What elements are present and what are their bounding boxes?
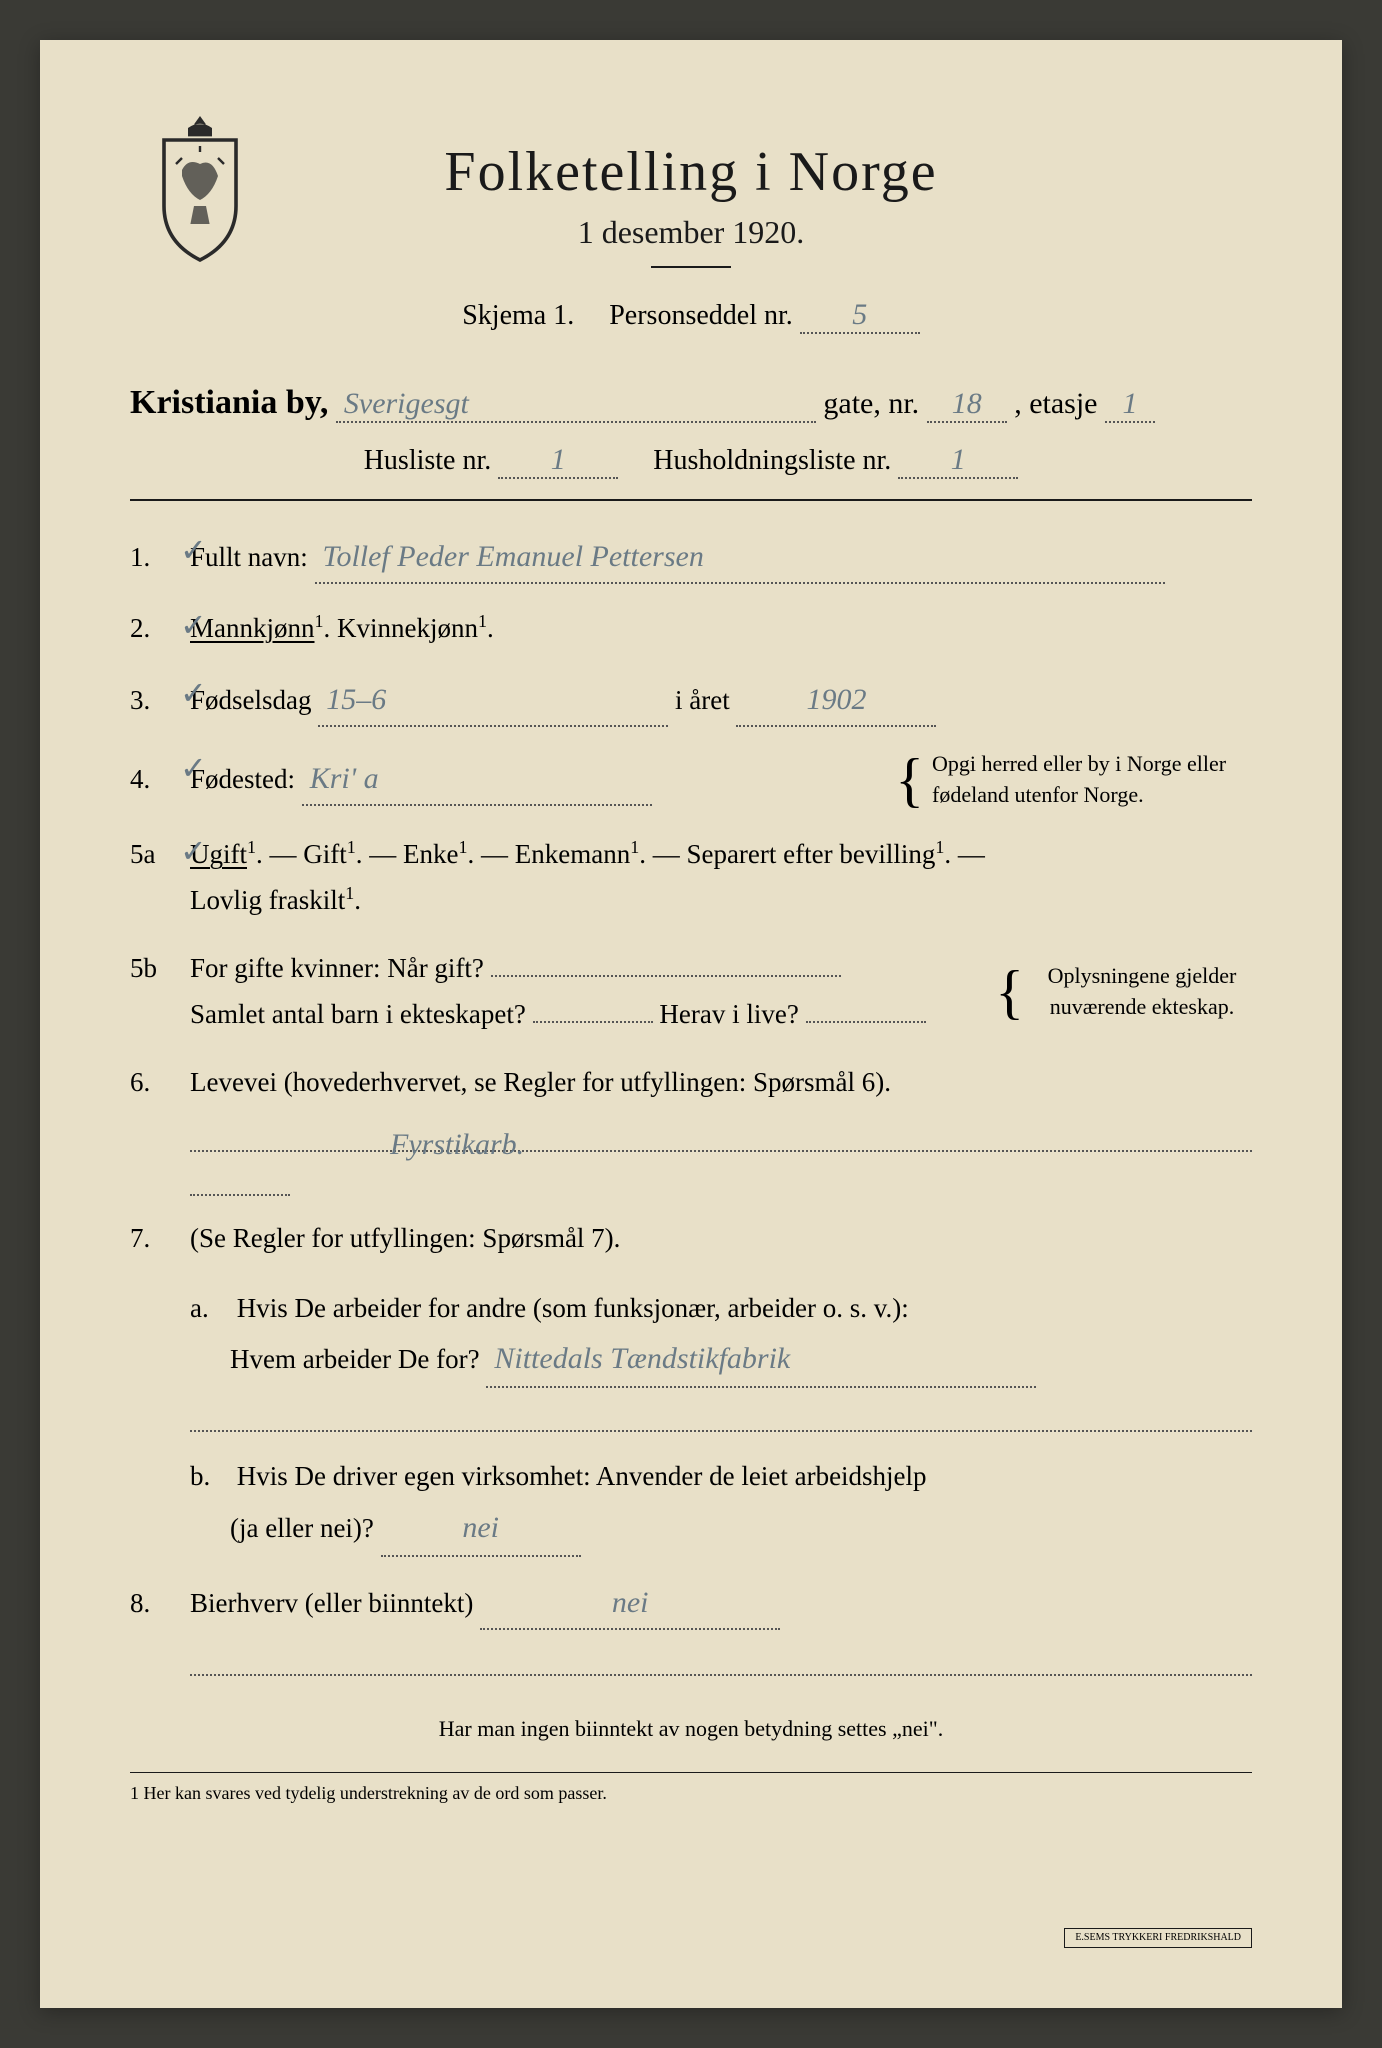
husliste-label: Husliste nr. <box>364 445 492 476</box>
q7a-text1: Hvis De arbeider for andre (som funksjon… <box>237 1293 909 1323</box>
form-header: Folketelling i Norge 1 desember 1920. Sk… <box>130 140 1252 334</box>
question-6: 6. Levevei (hovederhvervet, se Regler fo… <box>130 1060 1252 1106</box>
street-value: Sverigesgt <box>336 387 816 423</box>
printer-mark: E.SEMS TRYKKERI FREDRIKSHALD <box>1064 1928 1252 1948</box>
gate-nr: 18 <box>927 387 1007 423</box>
q2-kvinne: Kvinnekjønn <box>337 613 478 643</box>
date-subtitle: 1 desember 1920. <box>130 214 1252 251</box>
q3-year: 1902 <box>736 674 936 727</box>
q5a-fraskilt: Lovlig fraskilt <box>190 885 345 915</box>
q7b-text1: Hvis De driver egen virksomhet: Anvender… <box>237 1461 927 1491</box>
q8-value: nei <box>480 1577 780 1630</box>
city-label: Kristiania by, <box>130 384 328 421</box>
checkmark-icon: ✓ <box>180 749 207 787</box>
census-form-page: Folketelling i Norge 1 desember 1920. Sk… <box>40 40 1342 2008</box>
shield-svg <box>140 110 260 266</box>
q5b-num: 5b <box>130 953 190 984</box>
brace-icon: { <box>995 977 1024 1007</box>
q8-num: 8. <box>130 1588 190 1619</box>
q7a-blank-line <box>190 1408 1252 1432</box>
q5a-separert: Separert efter bevilling <box>686 839 935 869</box>
q8-label: Bierhverv (eller biinntekt) <box>190 1588 473 1618</box>
question-2: ✓ 2. Mannkjønn1. Kvinnekjønn1. <box>130 606 1252 652</box>
question-8: 8. Bierhverv (eller biinntekt) nei <box>130 1577 1252 1630</box>
q8-blank-line <box>190 1652 1252 1676</box>
q6-num: 6. <box>130 1067 190 1098</box>
q5b-field3 <box>806 1021 926 1023</box>
question-1: ✓ 1. Fullt navn: Tollef Peder Emanuel Pe… <box>130 531 1252 584</box>
q4-note: Opgi herred eller by i Norge eller fødel… <box>932 749 1252 811</box>
q7-label: (Se Regler for utfyllingen: Spørsmål 7). <box>190 1223 620 1253</box>
city-line: Kristiania by, Sverigesgt gate, nr. 18 ,… <box>130 384 1252 423</box>
q7b-label: b. <box>190 1452 230 1501</box>
q7-num: 7. <box>130 1223 190 1254</box>
personseddel-nr: 5 <box>800 298 920 334</box>
etasje-nr: 1 <box>1105 387 1155 423</box>
q7a-text2: Hvem arbeider De for? <box>230 1344 480 1374</box>
q5b-field1 <box>491 975 841 977</box>
q5b-label1: For gifte kvinner: Når gift? <box>190 953 484 983</box>
q3-label: Fødselsdag <box>190 685 312 715</box>
schema-label: Skjema 1. <box>462 300 574 331</box>
question-5b: 5b For gifte kvinner: Når gift? Samlet a… <box>130 946 1252 1038</box>
q6-answer-line: Fyrstikarb. <box>190 1128 1252 1152</box>
q1-value: Tollef Peder Emanuel Pettersen <box>315 531 1165 584</box>
q7b-text2: (ja eller nei)? <box>230 1513 374 1543</box>
question-5a: ✓ 5a Ugift1. — Gift1. — Enke1. — Enkeman… <box>130 832 1252 924</box>
list-numbers-line: Husliste nr. 1 Husholdningsliste nr. 1 <box>130 443 1252 479</box>
question-7: 7. (Se Regler for utfyllingen: Spørsmål … <box>130 1216 1252 1262</box>
q6-value: Fyrstikarb. <box>390 1128 524 1161</box>
q3-day: 15–6 <box>318 674 668 727</box>
footnote: 1 Her kan svares ved tydelig understrekn… <box>130 1772 1252 1804</box>
q7b-value: nei <box>381 1501 581 1557</box>
q2-mann: Mannkjønn <box>190 613 315 643</box>
checkmark-icon: ✓ <box>180 606 207 644</box>
etasje-label: , etasje <box>1014 387 1097 420</box>
question-7a: a. Hvis De arbeider for andre (som funks… <box>190 1284 1252 1389</box>
brace-icon: { <box>895 765 924 795</box>
checkmark-icon: ✓ <box>180 832 207 870</box>
q6-label: Levevei (hovederhvervet, se Regler for u… <box>190 1067 891 1097</box>
main-title: Folketelling i Norge <box>130 140 1252 204</box>
personseddel-label: Personseddel nr. <box>609 300 793 331</box>
q5a-enke: Enke <box>403 839 458 869</box>
q5b-label2: Samlet antal barn i ekteskapet? <box>190 999 526 1029</box>
q5b-field2 <box>533 1021 653 1023</box>
q7a-label: a. <box>190 1284 230 1333</box>
coat-of-arms-icon <box>140 110 260 260</box>
husholdning-nr: 1 <box>898 443 1018 479</box>
question-7b: b. Hvis De driver egen virksomhet: Anven… <box>190 1452 1252 1557</box>
question-3: ✓ 3. Fødselsdag 15–6 i året 1902 <box>130 674 1252 727</box>
q5a-gift: Gift <box>303 839 347 869</box>
q3-year-label: i året <box>675 685 730 715</box>
separator-line <box>130 499 1252 501</box>
gate-label: gate, nr. <box>823 387 919 420</box>
husholdning-label: Husholdningsliste nr. <box>653 445 891 476</box>
header-divider <box>651 266 731 268</box>
q1-label: Fullt navn: <box>190 542 308 572</box>
schema-line: Skjema 1. Personseddel nr. 5 <box>130 298 1252 334</box>
question-4: ✓ 4. Fødested: Kri' a { Opgi herred elle… <box>130 749 1252 811</box>
q7a-value: Nittedals Tændstikfabrik <box>486 1332 1036 1388</box>
checkmark-icon: ✓ <box>180 674 207 712</box>
q5a-enkemann: Enkemann <box>515 839 630 869</box>
q4-value: Kri' a <box>302 753 652 806</box>
husliste-nr: 1 <box>498 443 618 479</box>
q5b-note: Oplysningene gjelder nuværende ekteskap. <box>1032 961 1252 1023</box>
footer-note: Har man ingen biinntekt av nogen betydni… <box>130 1716 1252 1742</box>
checkmark-icon: ✓ <box>180 531 207 569</box>
q5b-label3: Herav i live? <box>659 999 798 1029</box>
q6-blank-line <box>190 1172 290 1196</box>
